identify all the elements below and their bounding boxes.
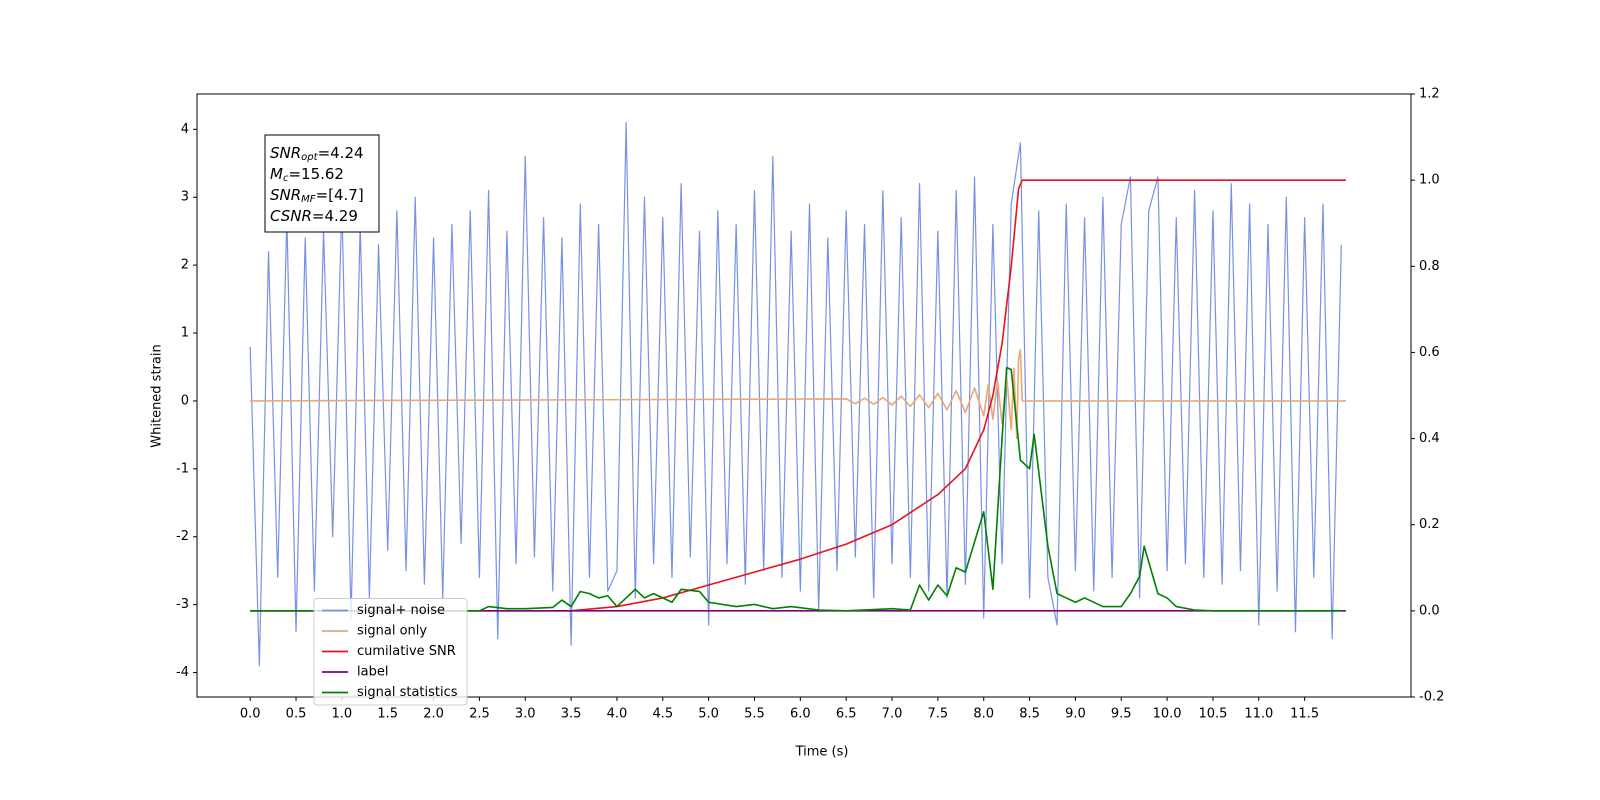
x-tick-label: 1.5 — [377, 707, 398, 722]
x-tick-label: 4.5 — [652, 707, 673, 722]
x-tick-label: 6.5 — [836, 707, 857, 722]
y-tick-label: -3 — [176, 597, 189, 612]
x-tick-label: 10.5 — [1198, 707, 1227, 722]
x-tick-label: 11.0 — [1244, 707, 1273, 722]
y2-tick-label: 1.2 — [1419, 87, 1440, 102]
x-axis-label: Time (s) — [795, 745, 849, 760]
annotation-text: =[4.7] — [316, 186, 364, 204]
x-tick-label: 9.0 — [1065, 707, 1086, 722]
annotation-text: =15.62 — [288, 165, 344, 183]
x-tick-label: 1.0 — [332, 707, 353, 722]
series-line — [250, 349, 1346, 440]
y2-tick-label: 1.0 — [1419, 173, 1440, 188]
annotation-base: SNR — [270, 186, 301, 204]
annotation-sub: c — [283, 173, 289, 184]
y2-tick-label: 0.0 — [1419, 603, 1440, 618]
annotation-text: =4.24 — [318, 144, 364, 162]
x-tick-label: 0.5 — [286, 707, 307, 722]
series-line — [249, 121, 1342, 667]
annotation-sub: MF — [301, 194, 316, 205]
legend-label: cumilative SNR — [357, 644, 456, 659]
x-tick-label: 3.0 — [515, 707, 536, 722]
plot-area — [249, 121, 1346, 667]
annotation-line: SNRMF=[4.7] — [270, 186, 364, 206]
x-tick-label: 3.5 — [561, 707, 582, 722]
y-axis-label: Whitened strain — [150, 344, 165, 447]
legend-frame — [313, 598, 468, 706]
x-tick-label: 7.0 — [882, 707, 903, 722]
annotation-base: CSNR — [270, 207, 312, 225]
legend-label: signal+ noise — [357, 603, 445, 618]
x-tick-label: 10.0 — [1153, 707, 1182, 722]
y-tick-label: 1 — [181, 326, 189, 341]
y-tick-label: 3 — [181, 190, 189, 205]
series-line — [250, 179, 1346, 612]
y2-tick-label: 0.6 — [1419, 345, 1440, 360]
x-tick-label: 2.0 — [423, 707, 444, 722]
annotation-frame — [264, 134, 380, 233]
y-tick-label: 2 — [181, 258, 189, 273]
x-tick-label: 6.0 — [790, 707, 811, 722]
x-tick-label: 8.0 — [973, 707, 994, 722]
annotation-base: M — [270, 165, 283, 183]
x-tick-label: 5.5 — [744, 707, 765, 722]
annotation-sub: opt — [301, 152, 318, 163]
y-tick-label: 0 — [181, 393, 189, 408]
legend-label: signal only — [357, 624, 427, 639]
axes-frame — [196, 93, 1412, 698]
x-tick-label: 5.0 — [698, 707, 719, 722]
x-tick-label: 8.5 — [1019, 707, 1040, 722]
annotation-text: =4.29 — [312, 207, 358, 225]
legend-label: label — [357, 665, 388, 680]
y-tick-label: -4 — [176, 665, 189, 680]
y2-tick-label: -0.2 — [1419, 690, 1444, 705]
y-tick-label: -2 — [176, 529, 189, 544]
annotation-line: CSNR=4.29 — [270, 207, 358, 225]
x-tick-label: 4.0 — [607, 707, 628, 722]
series-line — [250, 366, 1342, 612]
annotation-base: SNR — [270, 144, 301, 162]
legend-label: signal statistics — [357, 685, 458, 700]
y-tick-label: -1 — [176, 461, 189, 476]
x-tick-label: 7.5 — [928, 707, 949, 722]
x-tick-label: 9.5 — [1111, 707, 1132, 722]
y2-tick-label: 0.4 — [1419, 431, 1440, 446]
x-tick-label: 11.5 — [1290, 707, 1319, 722]
y-tick-label: 4 — [181, 122, 189, 137]
y2-tick-label: 0.8 — [1419, 259, 1440, 274]
x-tick-label: 2.5 — [469, 707, 490, 722]
legend: signal+ noise signal only cumilative SNR la… — [313, 598, 468, 706]
x-tick-label: 0.0 — [240, 707, 261, 722]
annotation-line: Mc=15.62 — [270, 165, 344, 185]
y2-tick-label: 0.2 — [1419, 517, 1440, 532]
annotation-line: SNRopt=4.24 — [270, 144, 364, 164]
